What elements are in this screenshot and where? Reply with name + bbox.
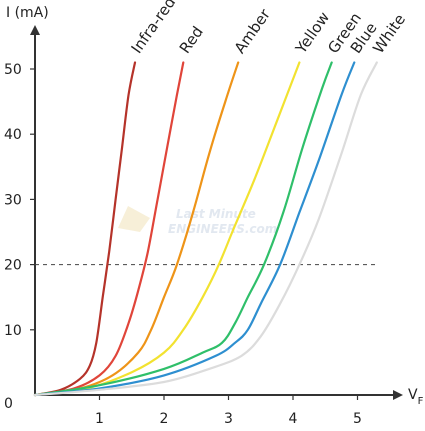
series-label-amber: Amber [231,5,275,57]
origin-label: 0 [4,396,13,412]
watermark-line-1: Last Minute [176,207,256,221]
series-line-yellow [33,61,301,397]
series-line-amber [33,61,240,397]
y-tick-label: 30 [4,192,22,208]
series-line-white [33,61,378,397]
y-tick-label: 50 [4,62,22,78]
y-tick-label: 20 [4,258,22,274]
x-axis-title: VF [408,387,424,407]
series-line-green [33,61,333,397]
x-tick-label: 3 [224,411,233,427]
axes [30,25,403,400]
ticks: 1 2 3 4 5 10 20 30 40 50 [4,62,362,427]
series-label-yellow: Yellow [291,9,333,58]
series-line-red [33,61,185,397]
series-label-infra-red: Infra-red [128,0,180,57]
series-line-infra-red [33,61,137,397]
y-tick-label: 40 [4,127,22,143]
series-label-red: Red [176,23,207,57]
x-tick-label: 5 [353,411,362,427]
x-tick-label: 4 [289,411,298,427]
watermark: Last Minute ENGINEERS.com [118,206,277,236]
x-tick-label: 1 [95,411,104,427]
x-axis-title-sub: F [418,396,424,407]
watermark-line-2: ENGINEERS.com [168,222,277,236]
series-group [33,61,378,397]
series-line-blue [33,61,356,397]
x-axis-title-main: V [408,387,418,403]
y-tick-label: 10 [4,323,22,339]
watermark-logo-icon [118,206,150,232]
y-axis-title: I (mA) [6,5,49,21]
x-tick-label: 2 [160,411,169,427]
